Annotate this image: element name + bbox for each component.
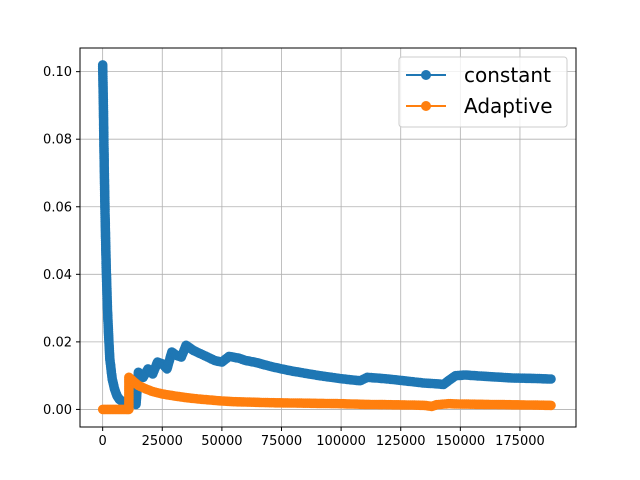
x-tick-label: 0 xyxy=(99,434,107,449)
y-tick-label: 0.06 xyxy=(43,200,72,215)
x-tick-label: 75000 xyxy=(261,434,302,449)
x-axis: 0 25000 50000 75000 100000 125000 150000 175000 xyxy=(99,427,545,449)
x-tick-label: 25000 xyxy=(142,434,183,449)
x-tick-label: 125000 xyxy=(376,434,426,449)
y-tick-label: 0.10 xyxy=(43,65,72,80)
series-constant xyxy=(97,60,556,410)
x-tick-label: 50000 xyxy=(201,434,242,449)
data-point-constant xyxy=(546,374,556,384)
legend: constant Adaptive xyxy=(398,56,568,128)
x-tick-label: 175000 xyxy=(495,434,545,449)
y-tick-label: 0.08 xyxy=(43,133,72,148)
legend-label-constant: constant xyxy=(464,63,551,87)
legend-label-adaptive: Adaptive xyxy=(464,94,553,118)
plot-frame xyxy=(79,47,577,428)
y-tick-label: 0.02 xyxy=(43,335,72,350)
y-tick-label: 0.00 xyxy=(43,403,72,418)
data-point-adaptive xyxy=(546,400,556,411)
series-layer xyxy=(97,60,556,415)
y-axis: 0.00 0.02 0.04 0.06 0.08 0.10 xyxy=(43,65,80,418)
series-adaptive xyxy=(97,372,556,415)
x-tick-label: 100000 xyxy=(316,434,366,449)
legend-marker-adaptive xyxy=(421,101,431,111)
legend-marker-constant xyxy=(421,70,431,80)
y-tick-label: 0.04 xyxy=(43,268,72,283)
x-tick-label: 150000 xyxy=(436,434,486,449)
